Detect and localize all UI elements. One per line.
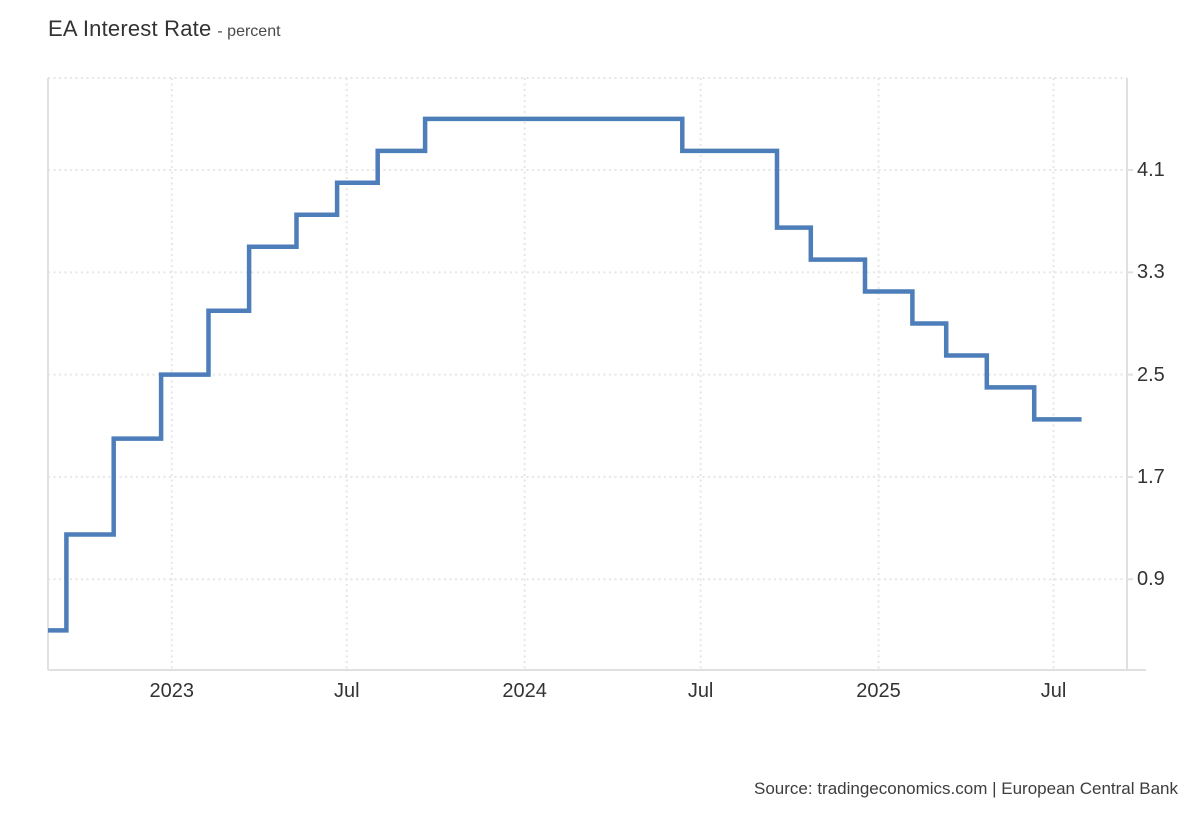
x-axis-tick-label: Jul (1040, 680, 1067, 702)
x-axis-tick-label: Jul (687, 680, 714, 702)
x-axis-tick-label: Jul (333, 680, 360, 702)
y-axis-tick-label: 2.5 (1137, 363, 1165, 386)
chart-title: EA Interest Rate (48, 16, 212, 41)
source-attribution: Source: tradingeconomics.com | European … (754, 779, 1178, 798)
x-axis-tick-label: 2024 (502, 680, 547, 702)
chart-header: EA Interest Rate - percent (48, 16, 281, 42)
interest-rate-step-line[interactable] (48, 116, 1082, 633)
x-axis-tick-label: 2025 (856, 680, 901, 702)
chart-subtitle: - percent (217, 23, 281, 40)
x-axis-tick-label: 2023 (149, 680, 195, 702)
y-axis-tick-label: 3.3 (1137, 261, 1165, 284)
y-axis-tick-label: 1.7 (1137, 465, 1165, 488)
y-axis-tick-label: 4.1 (1137, 159, 1165, 182)
y-axis-tick-label: 0.9 (1137, 568, 1165, 591)
